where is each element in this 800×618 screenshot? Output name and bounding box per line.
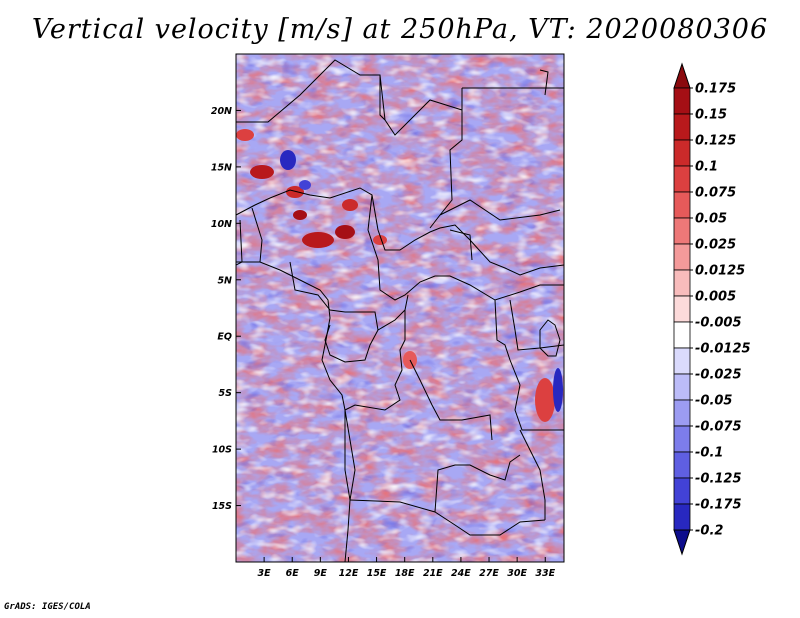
lat-tick-label: 20N xyxy=(211,106,232,117)
colorbar-label: 0.05 xyxy=(695,212,727,227)
colorbar-label: -0.075 xyxy=(695,420,742,435)
lat-tick-label: 5N xyxy=(217,275,232,286)
colorbar-segment xyxy=(673,321,691,349)
colorbar-segment xyxy=(673,191,691,219)
colorbar-label: -0.05 xyxy=(695,394,732,409)
lat-tick-label: 15N xyxy=(211,162,232,173)
colorbar-segment xyxy=(673,373,691,401)
colorbar-label: -0.1 xyxy=(695,446,723,461)
longitude-axis: 3E 6E 9E 12E 15E 18E 21E 24E 27E 30E 33E xyxy=(258,557,556,579)
colorbar-label: -0.005 xyxy=(695,316,742,331)
colorbar-segment xyxy=(673,165,691,193)
colorbar-segment xyxy=(673,243,691,271)
colorbar-label: -0.2 xyxy=(695,524,723,539)
colorbar-label: 0.125 xyxy=(695,134,736,149)
vertical-velocity-field xyxy=(236,54,564,562)
colorbar-label: 0.075 xyxy=(695,186,736,201)
colorbar-label: 0.0125 xyxy=(695,264,745,279)
colorbar-segment xyxy=(673,347,691,375)
colorbar-segment xyxy=(673,477,691,505)
field-neutral-pattern xyxy=(236,54,564,562)
colorbar-segment xyxy=(673,269,691,297)
lon-tick-label: 33E xyxy=(535,568,555,579)
map-title: Vertical velocity [m/s] at 250hPa, VT: 2… xyxy=(31,14,769,45)
lon-tick-label: 18E xyxy=(395,568,415,579)
lon-tick-label: 9E xyxy=(314,568,328,579)
lat-tick-label: EQ xyxy=(217,332,232,343)
lat-tick-label: 10N xyxy=(211,219,232,230)
country-boundaries xyxy=(236,59,564,562)
lon-tick-label: 21E xyxy=(423,568,443,579)
colorbar-segment xyxy=(673,87,691,115)
map-frame xyxy=(235,53,565,563)
grads-credit: GrADS: IGES/COLA xyxy=(4,602,91,612)
lon-tick-label: 30E xyxy=(507,568,527,579)
colorbar-label: -0.125 xyxy=(695,472,742,487)
colorbar-label: 0.1 xyxy=(695,160,718,175)
lon-tick-label: 3E xyxy=(258,568,272,579)
lon-tick-label: 15E xyxy=(367,568,387,579)
colorbar-bottom-arrow xyxy=(673,529,691,556)
latitude-axis: 20N 15N 10N 5N EQ 5S 10S 15S xyxy=(211,106,241,512)
colorbar-segment xyxy=(673,113,691,141)
colorbar-label: 0.025 xyxy=(695,238,736,253)
lon-tick-label: 6E xyxy=(286,568,300,579)
colorbar-segment xyxy=(673,399,691,427)
lon-tick-label: 27E xyxy=(479,568,499,579)
lon-tick-label: 24E xyxy=(451,568,471,579)
colorbar-label: -0.0125 xyxy=(695,342,751,357)
colorbar-segment xyxy=(673,503,691,531)
lon-tick-label: 12E xyxy=(339,568,359,579)
coastline xyxy=(236,69,561,501)
colorbar-top-arrow xyxy=(673,62,691,89)
lat-tick-label: 15S xyxy=(212,501,232,512)
colorbar-segment xyxy=(673,425,691,453)
colorbar-segment xyxy=(673,139,691,167)
colorbar-label: 0.175 xyxy=(695,82,736,97)
colorbar-label: -0.175 xyxy=(695,498,742,513)
lat-tick-label: 5S xyxy=(219,388,233,399)
colorbar-segment xyxy=(673,451,691,479)
lat-tick-label: 10S xyxy=(212,445,232,456)
colorbar-segment xyxy=(673,217,691,245)
strong-downdraft-cores xyxy=(280,150,563,412)
colorbar-label: -0.025 xyxy=(695,368,742,383)
colorbar: 0.175 0.15 0.125 0.1 0.075 0.05 0.025 0.0125 0.0… xyxy=(673,62,751,556)
colorbar-label: 0.005 xyxy=(695,290,736,305)
colorbar-segment xyxy=(673,295,691,323)
colorbar-label: 0.15 xyxy=(695,108,727,123)
